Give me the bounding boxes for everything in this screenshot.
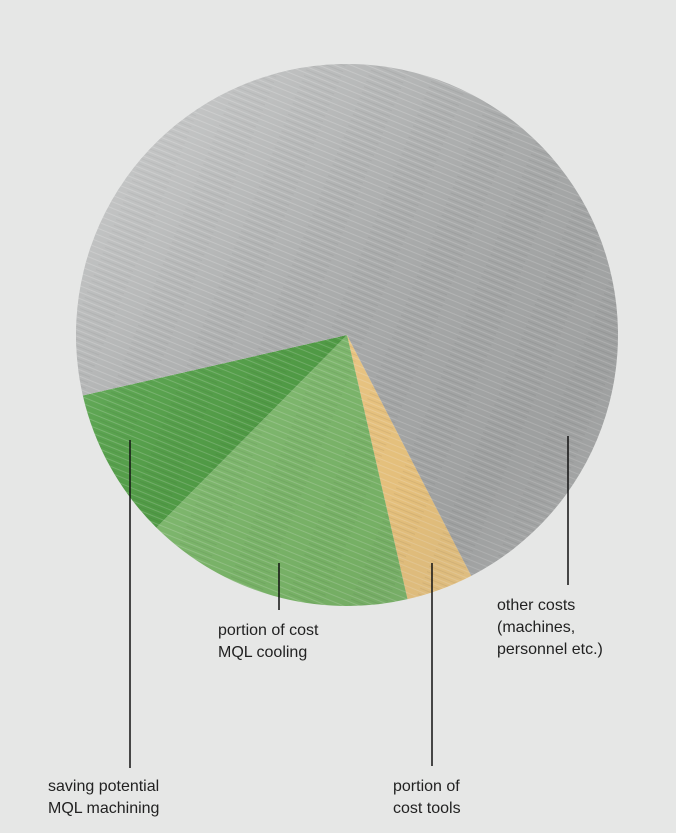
slice-label: portion of cost MQL cooling [218, 622, 319, 661]
leaders [129, 436, 569, 768]
slice-label: other costs (machines, personnel etc.) [497, 597, 603, 658]
slice-label: portion of cost tools [393, 778, 461, 817]
slice-label: saving potential MQL machining [48, 778, 160, 817]
pie [75, 63, 618, 606]
